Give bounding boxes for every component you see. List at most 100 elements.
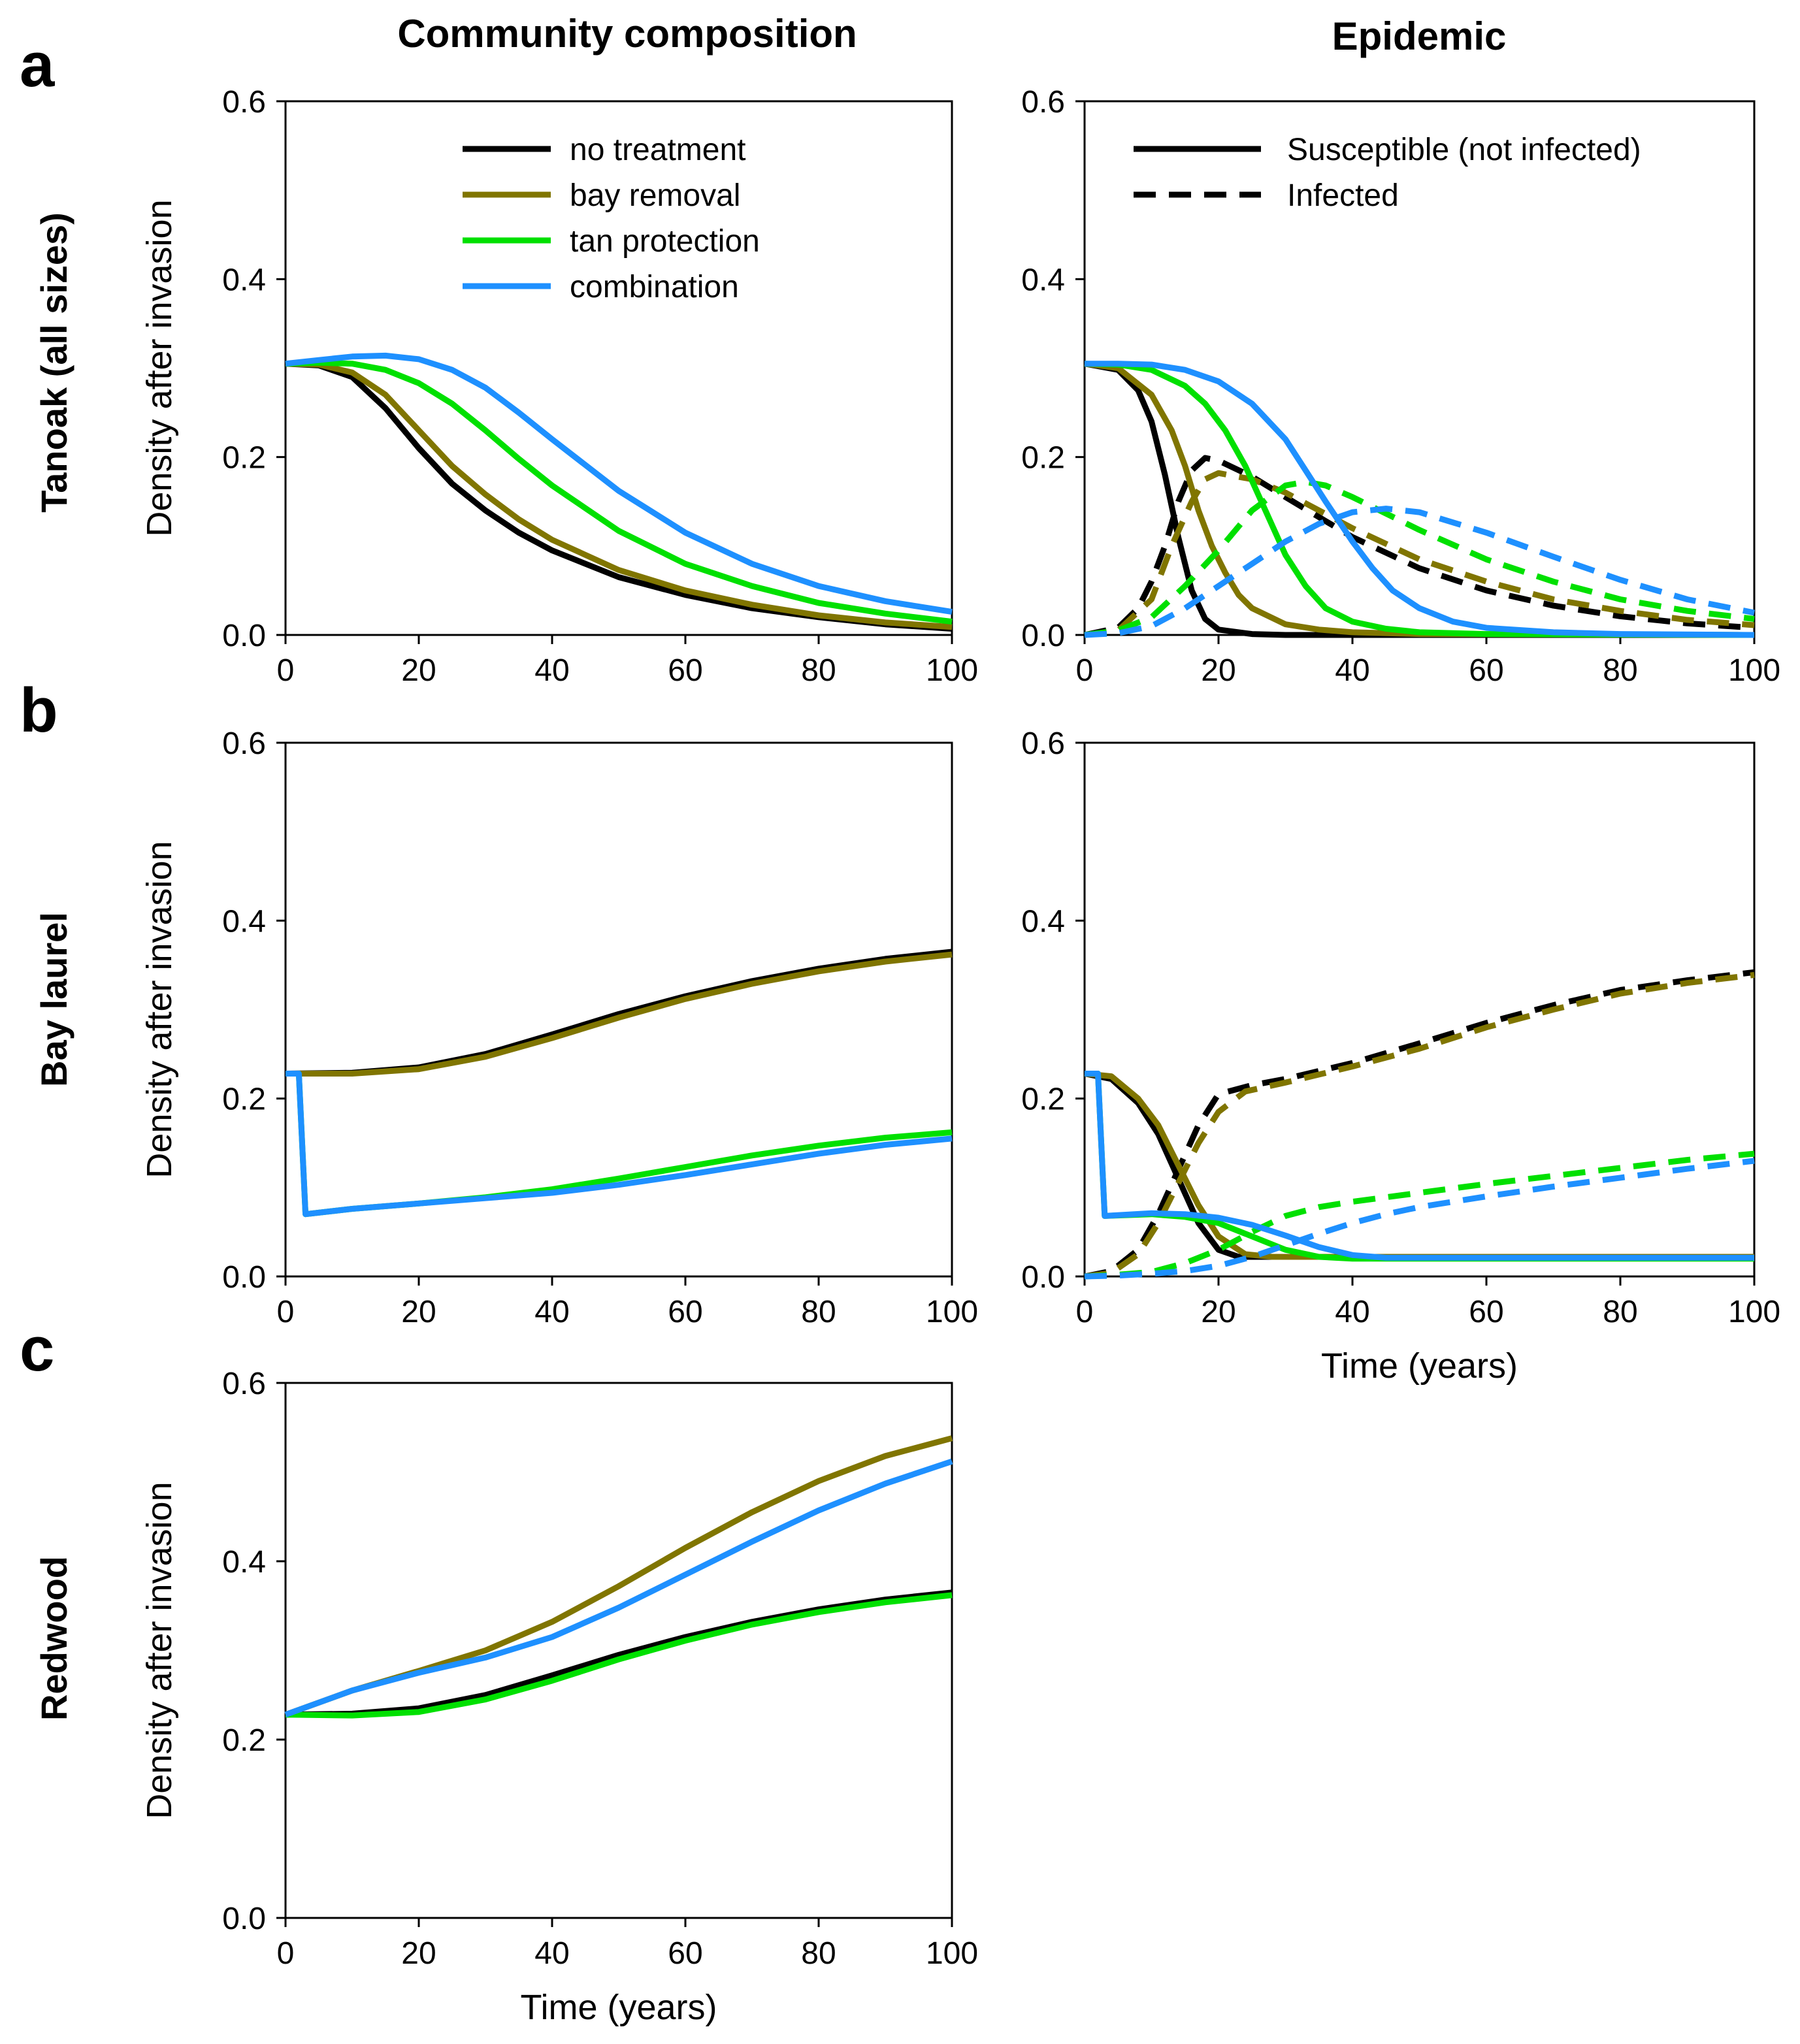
x-tick-label: 0: [1076, 1295, 1094, 1329]
x-tick-label: 40: [534, 1295, 569, 1329]
x-tick-label: 20: [401, 653, 436, 688]
y-tick-label: 0.4: [1021, 263, 1065, 297]
series-line: [1084, 506, 1755, 638]
series-line: [1084, 361, 1755, 638]
legend-label: no treatment: [570, 133, 745, 167]
y-tick-label: 0.2: [1021, 441, 1065, 476]
series-line: [1085, 361, 1755, 638]
x-axis-label: Time (years): [520, 1988, 717, 2027]
chart-c-community: 0 20 40 60 80 100 0.0 0.2 0.4 0.6 Density after in…: [140, 1367, 978, 2027]
y-tick-label: 0.2: [1021, 1082, 1065, 1117]
series-line: [285, 361, 953, 632]
plot-frame: [1083, 741, 1756, 1278]
x-tick-label: 80: [801, 653, 836, 688]
panel-letter-a: a: [20, 30, 55, 100]
series-line: [1084, 1158, 1755, 1280]
x-tick-label: 60: [1469, 653, 1503, 688]
chart-a-community: 0 20 40 60 80 100 0.0 0.2 0.4 0.6 Density after in…: [140, 85, 978, 688]
series-line: [285, 361, 953, 630]
x-tick-label: 0: [277, 1295, 295, 1329]
x-tick-label: 40: [534, 653, 569, 688]
y-axis-label: Density after invasion: [140, 199, 179, 536]
series-line: [1085, 1071, 1754, 1261]
x-tick-label: 100: [926, 653, 978, 688]
x-tick-label: 100: [1728, 653, 1780, 688]
y-tick-label: 0.2: [222, 441, 266, 476]
panels: 0 20 40 60 80 100 0.0 0.2 0.4 0.6 Density after in…: [140, 85, 1780, 2027]
legend: Susceptible (not infected) Infected: [1134, 133, 1641, 213]
y-tick-label: 0.0: [1021, 1260, 1065, 1295]
legend-label: bay removal: [570, 178, 740, 213]
panel-letter-c: c: [20, 1314, 54, 1384]
series-line: [286, 1071, 953, 1218]
x-tick-label: 80: [1603, 653, 1637, 688]
y-tick-label: 0.4: [222, 263, 266, 297]
x-tick-label: 60: [668, 653, 702, 688]
x-tick-label: 40: [1335, 653, 1369, 688]
x-tick-label: 0: [1076, 653, 1094, 688]
y-tick-label: 0.0: [222, 1260, 266, 1295]
series-line: [1084, 1071, 1754, 1260]
x-tick-label: 60: [668, 1936, 702, 1971]
series-line: [1084, 361, 1754, 638]
series-line: [1084, 455, 1755, 638]
y-tick-label: 0.4: [1021, 904, 1065, 939]
series-line: [1084, 470, 1755, 638]
y-tick-label: 0.0: [222, 1902, 266, 1936]
x-tick-label: 60: [668, 1295, 702, 1329]
legend-label: Infected: [1287, 178, 1399, 213]
x-tick-label: 100: [926, 1295, 978, 1329]
x-axis-label: Time (years): [1321, 1346, 1518, 1386]
x-tick-label: 20: [401, 1295, 436, 1329]
x-tick-label: 100: [926, 1936, 978, 1971]
y-tick-label: 0.6: [1021, 85, 1065, 120]
x-tick-label: 20: [1201, 1295, 1235, 1329]
series-line: [285, 352, 953, 615]
x-tick-label: 80: [801, 1936, 836, 1971]
row-label-redwood: Redwood: [33, 1556, 74, 1721]
chart-b-community: 0 20 40 60 80 100 0.0 0.2 0.4 0.6 Density after in…: [140, 726, 978, 1329]
plot-frame: [284, 1382, 953, 1919]
chart-a-epidemic: 0 20 40 60 80 100 0.0 0.2 0.4 0.6 Susceptible (not…: [1021, 85, 1780, 688]
y-tick-label: 0.2: [222, 1723, 266, 1758]
y-tick-label: 0.4: [222, 1545, 266, 1580]
legend-label: Susceptible (not infected): [1287, 133, 1641, 167]
y-tick-label: 0.0: [222, 619, 266, 653]
legend-label: tan protection: [570, 224, 760, 259]
series-line: [284, 1435, 953, 1718]
y-tick-label: 0.6: [222, 85, 266, 120]
series-line: [286, 1071, 953, 1218]
column-title-epidemic: Epidemic: [1332, 14, 1507, 58]
y-tick-label: 0.6: [1021, 726, 1065, 761]
x-tick-label: 100: [1728, 1295, 1780, 1329]
series-line: [1084, 1150, 1755, 1280]
x-tick-label: 20: [401, 1936, 436, 1971]
series-line: [285, 949, 953, 1077]
legend-label: combination: [570, 270, 739, 304]
series-line: [286, 951, 953, 1077]
series-line: [285, 359, 953, 625]
series-line: [1084, 971, 1755, 1280]
plot-frame: [284, 741, 953, 1278]
series-line: [285, 1592, 953, 1719]
x-tick-label: 40: [534, 1936, 569, 1971]
series-line: [284, 1458, 953, 1718]
panel-letter-b: b: [20, 675, 58, 745]
plot-frame: [284, 100, 953, 636]
x-tick-label: 60: [1469, 1295, 1503, 1329]
row-label-bay-laurel: Bay laurel: [33, 912, 74, 1087]
y-tick-label: 0.2: [222, 1082, 266, 1117]
y-axis-label: Density after invasion: [140, 841, 179, 1178]
column-title-community: Community composition: [397, 12, 857, 56]
x-tick-label: 80: [801, 1295, 836, 1329]
x-tick-label: 20: [1201, 653, 1235, 688]
y-tick-label: 0.6: [222, 726, 266, 761]
series-line: [1084, 361, 1755, 638]
x-tick-label: 40: [1335, 1295, 1369, 1329]
legend: no treatment bay removal tan protection com…: [463, 133, 760, 304]
y-axis-label: Density after invasion: [140, 1482, 179, 1819]
x-tick-label: 0: [277, 653, 295, 688]
y-tick-label: 0.0: [1021, 619, 1065, 653]
y-tick-label: 0.6: [222, 1367, 266, 1401]
